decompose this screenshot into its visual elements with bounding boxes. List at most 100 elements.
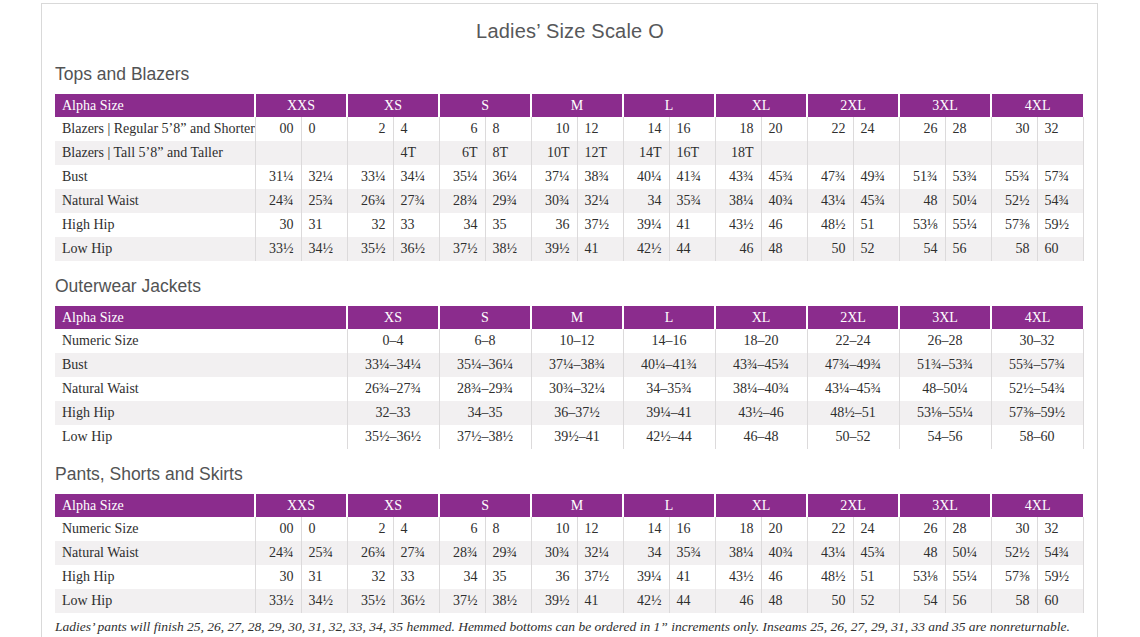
size-value-cell: 59½ (1037, 213, 1083, 237)
size-value-cell: 48½ (807, 213, 853, 237)
size-value-cell: 4 (393, 517, 439, 541)
size-value-cell: 48 (899, 541, 945, 565)
size-value-cell: 46 (715, 237, 761, 261)
size-value-cell: 43½ (715, 213, 761, 237)
size-value-cell (853, 141, 899, 165)
size-value-cell: 36½ (393, 589, 439, 613)
size-value-cell: 36–37½ (531, 401, 623, 425)
size-value-cell: 53⅛ (899, 565, 945, 589)
size-group-header-2xl: 2XL (807, 306, 899, 329)
size-value-cell: 38¼ (715, 541, 761, 565)
size-value-cell: 41 (669, 213, 715, 237)
size-value-cell: 41 (669, 565, 715, 589)
size-value-cell: 6 (439, 117, 485, 141)
header-row: Alpha SizeXXSXSSMLXL2XL3XL4XL (55, 94, 1083, 117)
size-group-header-4xl: 4XL (991, 94, 1083, 117)
size-value-cell: 50¼ (945, 541, 991, 565)
size-value-cell: 32 (1037, 117, 1083, 141)
size-value-cell: 49¾ (853, 165, 899, 189)
size-value-cell: 35½–36½ (347, 425, 439, 449)
size-group-header-s: S (439, 94, 531, 117)
size-value-cell: 00 (255, 117, 301, 141)
size-value-cell: 16 (669, 517, 715, 541)
size-value-cell: 22–24 (807, 329, 899, 353)
size-value-cell: 35¼–36¼ (439, 353, 531, 377)
size-value-cell: 51¾–53¾ (899, 353, 991, 377)
section-heading-outerwear-jackets: Outerwear Jackets (55, 275, 1085, 297)
row-label: High Hip (55, 565, 255, 589)
hemming-footnote: Ladies’ pants will finish 25, 26, 27, 28… (55, 618, 1085, 636)
size-value-cell: 30 (991, 117, 1037, 141)
row-label: Low Hip (55, 237, 255, 261)
size-value-cell: 48½ (807, 565, 853, 589)
size-value-cell: 41 (577, 237, 623, 261)
size-value-cell: 00 (255, 517, 301, 541)
size-value-cell: 37½ (577, 565, 623, 589)
size-value-cell: 33 (393, 565, 439, 589)
size-value-cell (1037, 141, 1083, 165)
table-row: Low Hip33½34½35½36½37½38½39½4142½4446485… (55, 237, 1083, 261)
size-group-header-xl: XL (715, 494, 807, 517)
size-table-container-tops-and-blazers: Alpha SizeXXSXSSMLXL2XL3XL4XLBlazers | R… (55, 94, 1085, 261)
size-value-cell: 46–48 (715, 425, 807, 449)
size-value-cell: 34 (439, 213, 485, 237)
size-value-cell: 37¼–38¾ (531, 353, 623, 377)
size-value-cell: 34 (623, 541, 669, 565)
size-value-cell: 30¾–32¼ (531, 377, 623, 401)
size-value-cell: 58–60 (991, 425, 1083, 449)
size-value-cell (899, 141, 945, 165)
size-value-cell: 38¼–40¾ (715, 377, 807, 401)
size-value-cell: 12T (577, 141, 623, 165)
size-value-cell: 30 (255, 213, 301, 237)
size-value-cell: 34–35¾ (623, 377, 715, 401)
size-value-cell: 34¼ (393, 165, 439, 189)
size-value-cell: 47¾ (807, 165, 853, 189)
size-value-cell: 37½ (577, 213, 623, 237)
size-value-cell: 24¾ (255, 541, 301, 565)
size-value-cell: 55¾–57¾ (991, 353, 1083, 377)
size-value-cell: 26¾ (347, 541, 393, 565)
size-group-header-2xl: 2XL (807, 494, 899, 517)
size-value-cell: 12 (577, 517, 623, 541)
size-value-cell: 43¾–45¾ (715, 353, 807, 377)
size-value-cell: 24¾ (255, 189, 301, 213)
size-value-cell: 25¾ (301, 541, 347, 565)
alpha-size-header-cell: Alpha Size (55, 94, 255, 117)
size-value-cell (347, 141, 393, 165)
table-row: Natural Waist24¾25¾26¾27¾28¾29¾30¾32¼343… (55, 189, 1083, 213)
size-value-cell: 2 (347, 117, 393, 141)
size-value-cell: 59½ (1037, 565, 1083, 589)
row-label: Low Hip (55, 589, 255, 613)
size-value-cell: 6T (439, 141, 485, 165)
size-value-cell: 51 (853, 565, 899, 589)
size-group-header-4xl: 4XL (991, 494, 1083, 517)
size-value-cell: 0 (301, 517, 347, 541)
size-value-cell: 43½ (715, 565, 761, 589)
size-value-cell: 32–33 (347, 401, 439, 425)
size-value-cell: 16 (669, 117, 715, 141)
size-value-cell: 54–56 (899, 425, 991, 449)
size-value-cell: 36¼ (485, 165, 531, 189)
size-group-header-xl: XL (715, 94, 807, 117)
size-value-cell: 53⅛–55¼ (899, 401, 991, 425)
size-value-cell: 22 (807, 117, 853, 141)
size-value-cell: 32¼ (577, 541, 623, 565)
size-value-cell (991, 141, 1037, 165)
size-value-cell: 58 (991, 589, 1037, 613)
size-value-cell: 32¼ (577, 189, 623, 213)
size-value-cell: 45¾ (853, 189, 899, 213)
table-row: Natural Waist24¾25¾26¾27¾28¾29¾30¾32¼343… (55, 541, 1083, 565)
size-value-cell: 20 (761, 117, 807, 141)
size-group-header-s: S (439, 306, 531, 329)
size-value-cell: 43¾ (715, 165, 761, 189)
size-value-cell: 22 (807, 517, 853, 541)
size-value-cell: 36 (531, 213, 577, 237)
size-value-cell: 26–28 (899, 329, 991, 353)
table-row: Blazers | Regular 5’8” and Shorter000246… (55, 117, 1083, 141)
size-value-cell: 39½ (531, 237, 577, 261)
size-value-cell: 36½ (393, 237, 439, 261)
size-value-cell: 35½ (347, 237, 393, 261)
size-value-cell: 40¾ (761, 189, 807, 213)
size-value-cell: 10 (531, 117, 577, 141)
size-group-header-xl: XL (715, 306, 807, 329)
